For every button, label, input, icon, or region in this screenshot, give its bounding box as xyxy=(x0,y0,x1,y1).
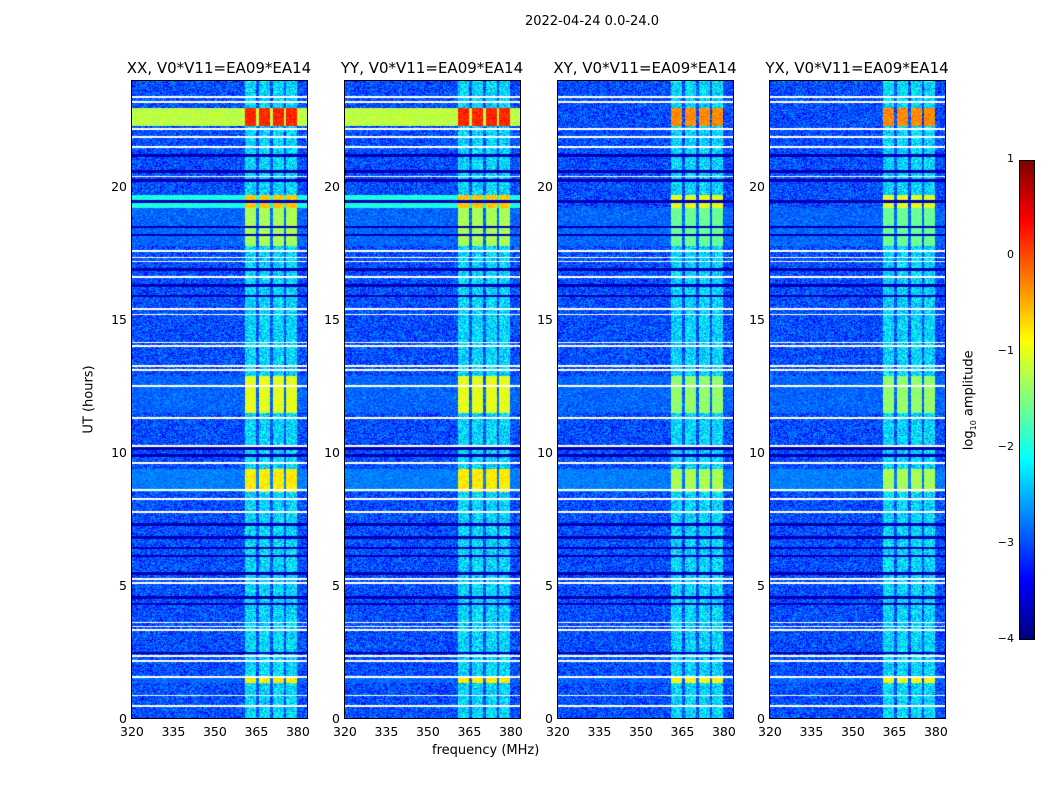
colorbar-tick-label: −3 xyxy=(997,536,1014,549)
waterfall-panel-xx xyxy=(131,80,308,719)
waterfall-panel-yx xyxy=(769,80,946,719)
y-axis-label: UT (hours) xyxy=(81,365,97,434)
x-tick-label: 380 xyxy=(923,724,948,739)
heatmap-image xyxy=(558,81,733,718)
x-tick-label: 320 xyxy=(120,724,144,739)
x-tick-label: 350 xyxy=(628,724,653,739)
colorbar-tick-label: −2 xyxy=(997,440,1014,453)
y-tick-label: 10 xyxy=(324,444,340,460)
waterfall-panel-yy xyxy=(344,80,521,719)
heatmap-image xyxy=(132,81,307,718)
heatmap-image xyxy=(345,81,520,718)
panel-title: YX, V0*V11=EA09*EA14 xyxy=(765,59,949,77)
panel-title: XX, V0*V11=EA09*EA14 xyxy=(126,59,312,77)
y-tick-label: 0 xyxy=(545,711,553,726)
figure-title: 2022-04-24 0.0-24.0 xyxy=(525,14,659,29)
x-tick-label: 335 xyxy=(374,724,399,739)
heatmap-image xyxy=(770,81,945,718)
y-tick-label: 20 xyxy=(537,178,553,194)
x-tick-label: 320 xyxy=(333,724,357,739)
y-tick-label: 15 xyxy=(111,311,127,327)
x-tick-label: 350 xyxy=(202,724,227,739)
panel-title: XY, V0*V11=EA09*EA14 xyxy=(553,59,737,77)
colorbar-gradient xyxy=(1020,161,1034,639)
y-tick-label: 10 xyxy=(749,444,765,460)
waterfall-panel-xy xyxy=(557,80,734,719)
y-tick-label: 15 xyxy=(324,311,340,327)
y-tick-label: 5 xyxy=(757,577,765,593)
y-tick-label: 20 xyxy=(324,178,340,194)
x-tick-label: 350 xyxy=(415,724,440,739)
y-tick-label: 20 xyxy=(111,178,127,194)
y-tick-label: 15 xyxy=(749,311,765,327)
panel-title: YY, V0*V11=EA09*EA14 xyxy=(340,59,524,77)
y-tick-label: 5 xyxy=(545,577,553,593)
y-tick-label: 20 xyxy=(749,178,765,194)
x-tick-label: 380 xyxy=(285,724,310,739)
colorbar xyxy=(1019,160,1035,640)
x-tick-label: 380 xyxy=(498,724,523,739)
x-tick-label: 365 xyxy=(457,724,482,739)
y-tick-label: 0 xyxy=(757,711,765,726)
colorbar-tick-label: −4 xyxy=(997,632,1014,645)
y-tick-label: 0 xyxy=(119,711,127,726)
colorbar-tick-label: 1 xyxy=(1007,152,1014,165)
colorbar-label: log10 amplitude xyxy=(961,350,979,451)
y-tick-label: 10 xyxy=(537,444,553,460)
x-tick-label: 365 xyxy=(670,724,695,739)
y-tick-label: 0 xyxy=(332,711,340,726)
y-tick-label: 5 xyxy=(119,577,127,593)
x-tick-label: 335 xyxy=(799,724,824,739)
colorbar-tick-label: 0 xyxy=(1007,248,1014,261)
x-tick-label: 320 xyxy=(546,724,570,739)
x-tick-label: 380 xyxy=(711,724,736,739)
y-tick-label: 5 xyxy=(332,577,340,593)
x-tick-label: 335 xyxy=(587,724,612,739)
x-tick-label: 350 xyxy=(840,724,865,739)
x-axis-label: frequency (MHz) xyxy=(432,743,540,758)
x-tick-label: 320 xyxy=(758,724,782,739)
x-tick-label: 365 xyxy=(882,724,907,739)
colorbar-tick-label: −1 xyxy=(997,344,1014,357)
y-tick-label: 10 xyxy=(111,444,127,460)
x-tick-label: 365 xyxy=(244,724,269,739)
x-tick-label: 335 xyxy=(161,724,186,739)
y-tick-label: 15 xyxy=(537,311,553,327)
